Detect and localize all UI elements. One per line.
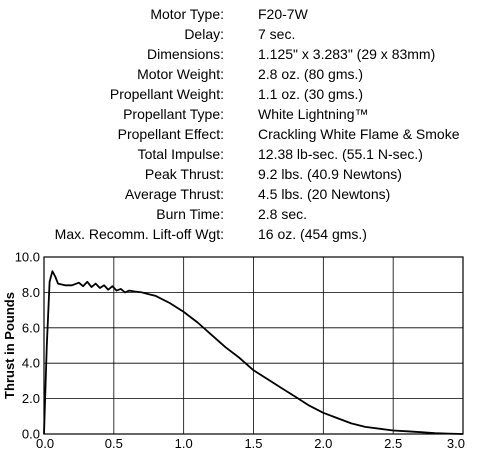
spec-row: Average Thrust: 4.5 lbs. (20 Newtons) <box>0 184 480 204</box>
spec-row: Motor Weight: 2.8 oz. (80 gms.) <box>0 64 480 84</box>
spec-row: Dimensions: 1.125" x 3.283" (29 x 83mm) <box>0 44 480 64</box>
y-tick-label: 6.0 <box>22 320 40 335</box>
spec-value: 7 sec. <box>258 26 296 42</box>
spec-value: 12.38 lb-sec. (55.1 N-sec.) <box>258 146 423 162</box>
x-tick-label: 3.0 <box>447 436 465 451</box>
spec-row: Burn Time: 2.8 sec. <box>0 204 480 224</box>
spec-label: Dimensions: <box>146 46 224 62</box>
spec-label: Propellant Weight: <box>109 86 224 102</box>
thrust-curve-chart: 0.0 2.0 4.0 6.0 8.0 10.0 0.0 0.5 1.0 1.5 2.0 2.5 3.… <box>2 250 465 452</box>
y-tick-label: 2.0 <box>22 391 40 406</box>
spec-value: 1.125" x 3.283" (29 x 83mm) <box>258 46 436 62</box>
x-axis-ticks: 0.0 0.5 1.0 1.5 2.0 2.5 3.0 <box>36 436 465 451</box>
spec-value: Crackling White Flame & Smoke <box>258 126 460 142</box>
spec-value: 4.5 lbs. (20 Newtons) <box>258 186 391 202</box>
thrust-curve-line <box>43 270 464 435</box>
spec-label: Average Thrust: <box>124 186 224 202</box>
y-tick-label: 8.0 <box>22 285 40 300</box>
spec-value: 16 oz. (454 gms.) <box>258 226 367 242</box>
spec-row: Motor Type: F20-7W <box>0 4 480 24</box>
spec-value: 9.2 lbs. (40.9 Newtons) <box>258 166 402 182</box>
spec-label: Propellant Type: <box>123 106 224 122</box>
x-tick-label: 1.0 <box>175 436 193 451</box>
spec-label: Peak Thrust: <box>144 166 224 182</box>
plot-frame <box>43 256 464 435</box>
spec-row: Total Impulse: 12.38 lb-sec. (55.1 N-sec.… <box>0 144 480 164</box>
spec-row: Delay: 7 sec. <box>0 24 480 44</box>
spec-value: 2.8 sec. <box>258 206 308 222</box>
grid-lines <box>44 257 463 434</box>
y-axis-ticks: 0.0 2.0 4.0 6.0 8.0 10.0 <box>15 250 40 442</box>
spec-value: F20-7W <box>258 6 308 22</box>
spec-label: Motor Type: <box>150 6 224 22</box>
spec-label: Delay: <box>184 26 224 42</box>
spec-value: 1.1 oz. (30 gms.) <box>258 86 364 102</box>
y-tick-label: 10.0 <box>15 250 40 265</box>
spec-value: White Lightning™ <box>258 106 369 122</box>
spec-label: Burn Time: <box>156 206 224 222</box>
spec-label: Propellant Effect: <box>117 126 224 142</box>
x-tick-label: 0.5 <box>105 436 123 451</box>
x-tick-label: 2.5 <box>384 436 402 451</box>
spec-row: Propellant Effect: Crackling White Flame … <box>0 124 480 144</box>
spec-label: Total Impulse: <box>137 146 224 162</box>
x-tick-label: 2.0 <box>314 436 332 451</box>
x-tick-label: 0.0 <box>36 436 54 451</box>
spec-label: Max. Recomm. Lift-off Wgt: <box>54 226 224 242</box>
spec-row: Propellant Weight: 1.1 oz. (30 gms.) <box>0 84 480 104</box>
spec-row: Max. Recomm. Lift-off Wgt: 16 oz. (454 gm… <box>0 224 480 244</box>
spec-row: Peak Thrust: 9.2 lbs. (40.9 Newtons) <box>0 164 480 184</box>
x-tick-label: 1.5 <box>244 436 262 451</box>
y-axis-label: Thrust in Pounds <box>2 292 17 399</box>
y-tick-label: 0.0 <box>22 427 40 442</box>
y-tick-label: 4.0 <box>22 356 40 371</box>
spec-row: Propellant Type: White Lightning™ <box>0 104 480 124</box>
spec-value: 2.8 oz. (80 gms.) <box>258 66 364 82</box>
spec-label: Motor Weight: <box>137 66 224 82</box>
